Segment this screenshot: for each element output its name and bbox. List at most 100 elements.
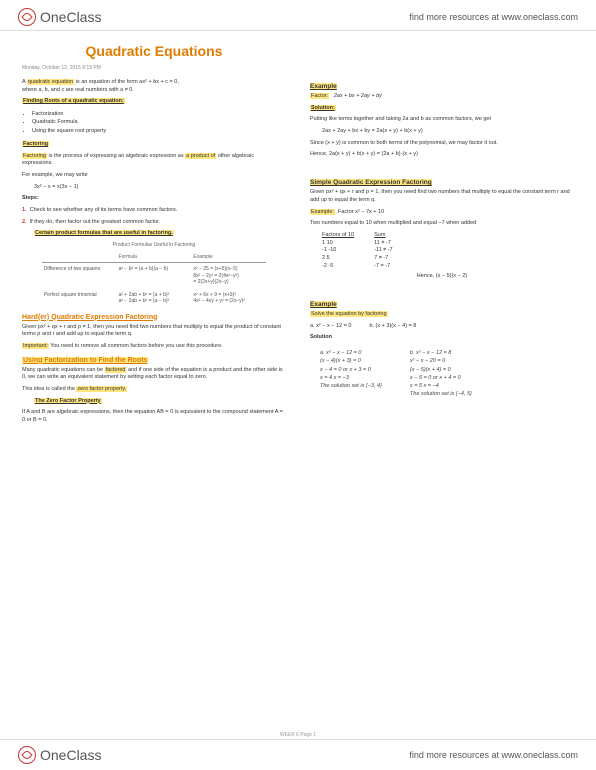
- list-item: Using the square root property: [32, 127, 286, 135]
- footer-link[interactable]: find more resources at www.oneclass.com: [409, 750, 578, 760]
- example1-head: Example: [310, 83, 337, 90]
- hl: Example:: [310, 209, 335, 215]
- table-head: Formula Example: [42, 252, 266, 263]
- logo-text: OneClass: [40, 747, 101, 763]
- intro-para: A quadratic equation is an equation of t…: [22, 79, 286, 94]
- ex2-a: a. x² − x − 12 = 0: [310, 323, 351, 331]
- line: x = 5 x = −4: [410, 382, 472, 390]
- ex2-sol-head: Solution: [310, 334, 574, 342]
- logo-text: OneClass: [40, 9, 101, 25]
- simple-head: Simple Quadratic Expression Factoring: [310, 179, 432, 186]
- col-head: Sum: [374, 232, 385, 238]
- td: a² + 2ab + b² = (a + b)² a² − 2ab + b² =…: [117, 289, 192, 308]
- logo: OneClass: [18, 8, 101, 26]
- factor-table: Factors of 10 1 10 -1 -10 2 5 -2 -5 Sum …: [322, 232, 574, 270]
- page-title: Quadratic Equations: [22, 43, 286, 59]
- left-column: Quadratic Equations Monday, October 12, …: [22, 39, 286, 429]
- zfp-body: If A and B are algebraic expressions, th…: [22, 409, 286, 424]
- harder-head: Hard(er) Quadratic Expression Factoring: [22, 314, 286, 321]
- simple-desc: Two numbers equal to 10 when multiplied …: [310, 220, 574, 228]
- line: (x − 4)(x + 3) = 0: [320, 357, 382, 365]
- example-label: For example, we may write: [22, 172, 286, 180]
- useful-head: Certain product formulas that are useful…: [22, 230, 286, 238]
- cell: -2 -5: [322, 263, 333, 269]
- steps-head: Steps:: [22, 195, 286, 203]
- roots-body1: Many quadratic equations can be factored…: [22, 367, 286, 382]
- cell: 7 ≠ -7: [374, 255, 388, 261]
- table-caption: Product Formulas Useful in Factoring: [22, 242, 286, 248]
- hl: Important:: [22, 343, 49, 349]
- roots-head: Using Factorization to Find the Roots: [22, 357, 286, 364]
- step-num: 1.: [22, 207, 27, 213]
- line: a. x² − x − 12 = 0: [320, 349, 382, 357]
- cell: 11 ≠ -7: [374, 240, 391, 246]
- hl-head: Certain product formulas that are useful…: [34, 230, 174, 236]
- flower-icon: [18, 8, 36, 26]
- hl: zero factor property.: [76, 386, 127, 392]
- text: This idea is called the: [22, 386, 76, 392]
- resources-link[interactable]: find more resources at www.oneclass.com: [409, 12, 578, 22]
- line: x² − x − 20 = 0: [410, 357, 472, 365]
- th: [42, 252, 117, 262]
- ex1-eq1: 2ax + 2ay + bx + by = 2a(x + y) + b(x + …: [310, 128, 574, 136]
- formula-table: Formula Example Difference of two square…: [42, 252, 266, 308]
- footer-logo: OneClass: [18, 746, 101, 764]
- text: is an equation of the form ax² + bx + c …: [74, 79, 179, 85]
- simple-ex: Example: Factor x² − 7x + 10: [310, 209, 574, 217]
- line: The solution set is {−3, 4}: [320, 382, 382, 390]
- ex1-sol-head: Solution:: [310, 105, 574, 113]
- factors-col: Factors of 10 1 10 -1 -10 2 5 -2 -5: [322, 232, 354, 270]
- simple-body: Given px² + qx + r and p = 1, then you n…: [310, 189, 574, 204]
- roots-head: Finding Roots of a quadratic equation:: [22, 98, 286, 106]
- hl: Solve the equation by factoring: [310, 311, 388, 317]
- cell: -7 = -7: [374, 263, 390, 269]
- ex2-a-sol: a. x² − x − 12 = 0 (x − 4)(x + 3) = 0 x …: [320, 349, 382, 399]
- bold: Solution: [310, 334, 332, 340]
- td: a² − b² = (a + b)(a − b): [117, 263, 192, 289]
- hl-head: Solution:: [310, 105, 336, 111]
- line: x = 4 x = −3: [320, 374, 382, 382]
- text: is the process of expressing an algebrai…: [47, 153, 185, 159]
- hl-head: Factoring: [22, 141, 49, 147]
- text: Check to see whether any of its terms ha…: [30, 207, 178, 213]
- date-meta: Monday, October 12, 2015 8:19 PM: [22, 65, 286, 71]
- cell: 2 5: [322, 255, 330, 261]
- ex1-eq2: Hence, 2a(x + y) + b(x + y) = (2a + b)·(…: [310, 151, 574, 159]
- hl: factored: [105, 367, 127, 373]
- bold: Steps:: [22, 195, 39, 201]
- step-1: 1. Check to see whether any of its terms…: [22, 207, 286, 215]
- th: Formula: [117, 252, 192, 262]
- td: x² − 25 = (x+5)(x−5) 8x² − 2y² = 2(4x²−y…: [191, 263, 266, 289]
- cell: 1 10: [322, 240, 333, 246]
- hl-quadratic: quadratic equation: [27, 79, 74, 85]
- ex2-prompt: Solve the equation by factoring: [310, 311, 574, 319]
- hl: Factoring: [22, 153, 47, 159]
- line: x − 5 = 0 or x + 4 = 0: [410, 374, 472, 382]
- step-num: 2.: [22, 219, 27, 225]
- cell: -11 ≠ -7: [374, 247, 393, 253]
- simple-hence: Hence, (x − 5)(x − 2): [310, 273, 574, 281]
- zfp-head: The Zero Factor Property: [22, 398, 286, 406]
- roots-body2: This idea is called the zero factor prop…: [22, 386, 286, 394]
- line: The solution set is {−4, 5}: [410, 390, 472, 398]
- td: Difference of two squares: [42, 263, 117, 289]
- hl: a product of: [185, 153, 216, 159]
- example2-head: Example: [310, 301, 337, 308]
- ex2-b-sol: b. x² − x − 12 = 8 x² − x − 20 = 0 (x − …: [410, 349, 472, 399]
- right-column: Example Factor: 2ax + bx + 2ay + by Solu…: [310, 39, 574, 429]
- table-row: Perfect square trinomial a² + 2ab + b² =…: [42, 289, 266, 308]
- table-row: Difference of two squares a² − b² = (a +…: [42, 263, 266, 289]
- flower-icon: [18, 746, 36, 764]
- hl-head: The Zero Factor Property: [34, 398, 102, 404]
- cell: -1 -10: [322, 247, 336, 253]
- important-line: Important: You need to remove all common…: [22, 343, 286, 351]
- methods-list: Factorization Quadratic Formula Using th…: [22, 110, 286, 135]
- harder-body: Given px² + qx + r and p ≠ 1, then you n…: [22, 324, 286, 339]
- hl-head: Finding Roots of a quadratic equation:: [22, 98, 125, 104]
- sum-col: Sum 11 ≠ -7 -11 ≠ -7 7 ≠ -7 -7 = -7: [374, 232, 393, 270]
- line: x − 4 = 0 or x + 3 = 0: [320, 366, 382, 374]
- text: You need to remove all common factors be…: [49, 343, 223, 349]
- example-eq: 3x² − x = x(3x − 1): [22, 184, 286, 192]
- td: Perfect square trinomial: [42, 289, 117, 308]
- line: b. x² − x − 12 = 8: [410, 349, 472, 357]
